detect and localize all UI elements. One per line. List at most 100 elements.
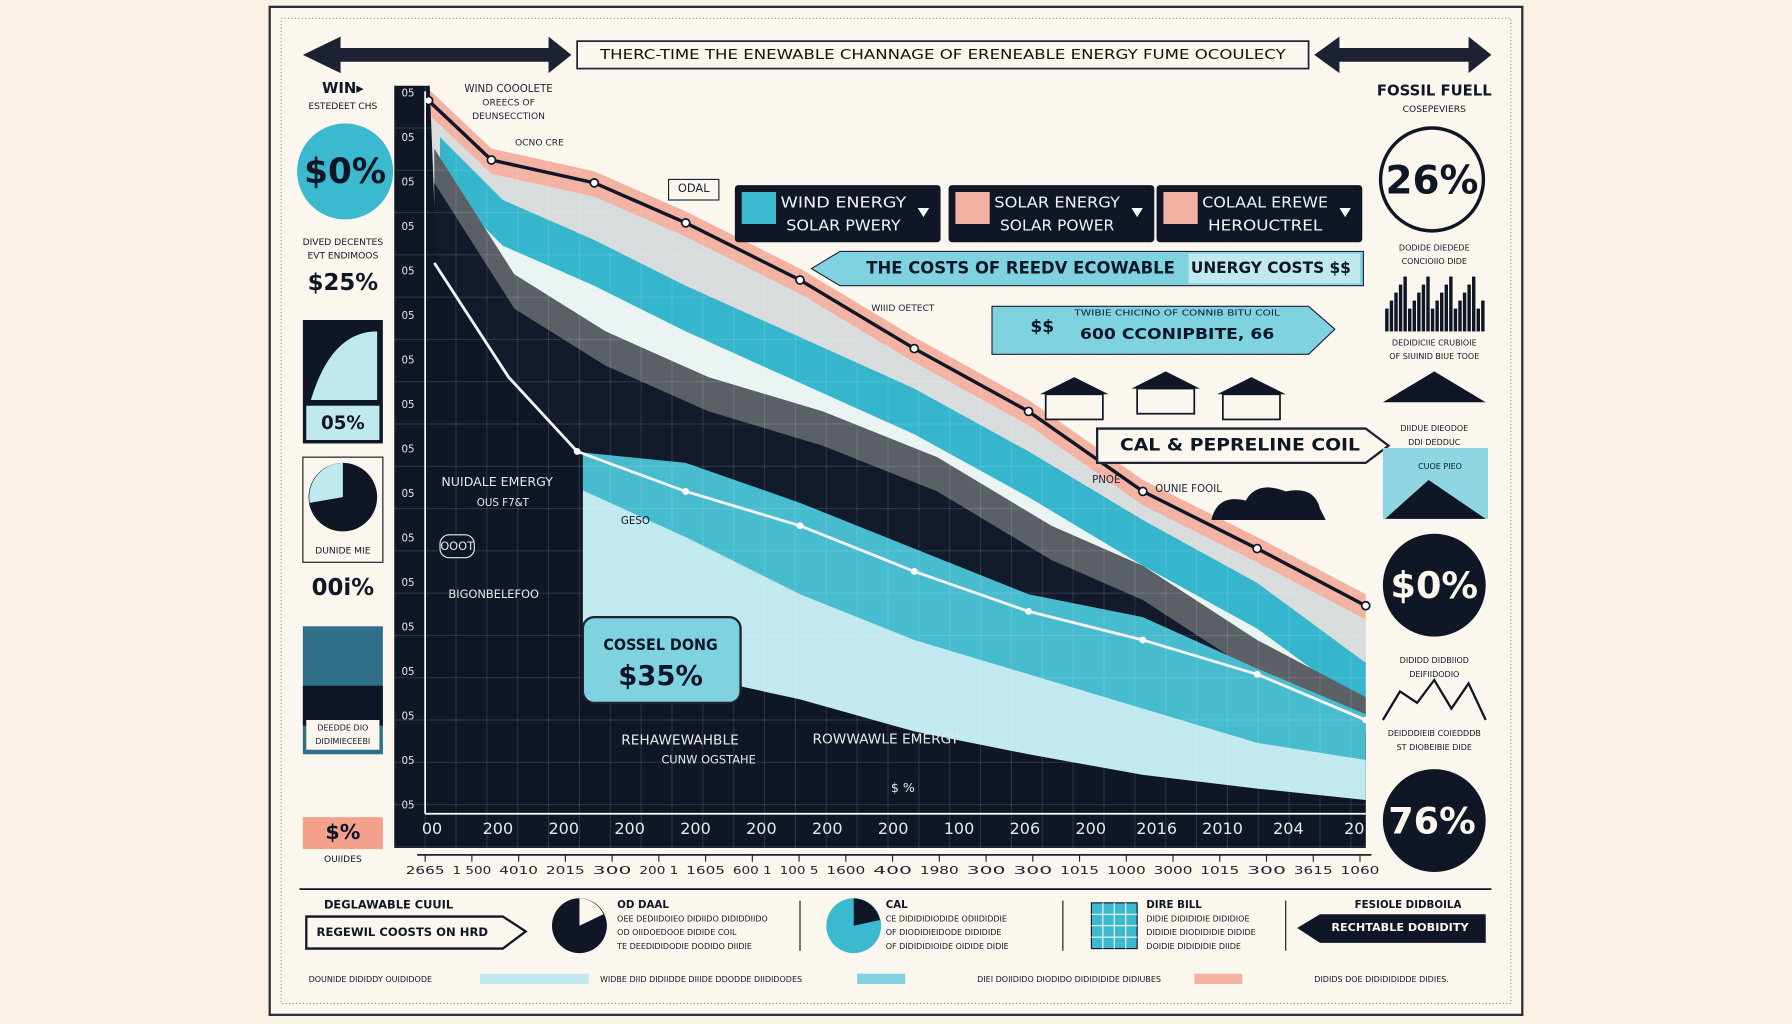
annotation: $ % (891, 780, 915, 795)
annotation: ODAL (678, 181, 710, 195)
footer-arrow (1297, 914, 1486, 943)
annotation: OUNIE FOOIL (1155, 483, 1222, 495)
x-tick-label: 3615 (1294, 865, 1333, 877)
annotation: BIGONBELEFOO (448, 587, 539, 601)
label: REGEWIL COOSTS ON HRD (317, 925, 488, 939)
annotation: PNOE (1092, 474, 1120, 486)
label: THERC-TIME THE ENEWABLE CHANNAGE OF EREN… (599, 47, 1287, 63)
x-tick-label: 100 5 (780, 865, 819, 877)
house-roof (1131, 371, 1200, 389)
label: CE DIDIDIDIODIDE ODIIDIDDIE (886, 914, 1007, 923)
label: DDI DEDDUC (1408, 438, 1461, 447)
footer-arrow (305, 915, 528, 950)
inner-border (280, 17, 1512, 1004)
x-tick-label: 4010 (499, 865, 538, 877)
label: WIDBE DIID DIDIIDDE DIIIDE DDODDE DIIDID… (600, 975, 802, 984)
house-roof (1040, 377, 1109, 395)
callout-text: $35% (618, 661, 703, 692)
x-tick-label: 400 (873, 865, 912, 877)
mini-bar (1430, 308, 1435, 332)
legend-label: HEROUCTREL (1208, 216, 1323, 234)
footer-pie-slice (853, 898, 880, 926)
image-art (310, 331, 378, 400)
trend-dot (1138, 486, 1148, 497)
mini-hill (1382, 371, 1486, 403)
x-tick-label: 2016 (1136, 819, 1177, 838)
panel-heading: WIN▸ (322, 79, 364, 97)
label: DIEI DOIIDIDO DIODIDO DIDIDIDIDE DIDIUBE… (977, 975, 1161, 984)
y-tick-label: 05 (401, 355, 414, 367)
label: RECHTABLE DOBIDITY (1331, 922, 1469, 934)
legend-swatch (1194, 973, 1243, 984)
annotation: OCNO CRE (515, 138, 564, 148)
callout (1096, 427, 1391, 464)
band-bottom (577, 640, 1366, 848)
mini-bar (1412, 300, 1416, 332)
mini-bar (1467, 284, 1471, 332)
trend-dot (1362, 716, 1370, 724)
dropdown-arrow (1339, 208, 1351, 218)
mini-bar (1449, 276, 1453, 332)
mini-bar (1444, 284, 1448, 332)
label: OF DIDIDIDIOIDE OIDIDE DIDIE (886, 942, 1009, 951)
house (1044, 393, 1104, 421)
annotation: DEUNSECCTION (472, 112, 545, 122)
x-tick-label: 1600 (826, 865, 865, 877)
tag (439, 534, 475, 559)
mini-bar (1426, 276, 1430, 332)
mini-bar (1453, 308, 1458, 332)
trend-dot (909, 343, 920, 354)
callout-text: 600 CCONIPBITE, 66 (1080, 325, 1274, 343)
x-tick-label: 206 (1010, 819, 1041, 838)
annotation: OOOT (440, 539, 474, 553)
legend-box (948, 185, 1155, 243)
label: OEE DEDIIDOIEO DIDIIDO DIDIDDIIDO (617, 914, 768, 923)
label: CUOE PIEO (1418, 462, 1462, 471)
x-tick-label: 200 (746, 819, 777, 838)
annotation: CUNW OGSTAHE (661, 753, 755, 767)
trend-dot (1023, 406, 1034, 417)
callout-text: THE COSTS OF REEDV ECOWABLE (866, 259, 1175, 279)
x-tick-label: 200 (548, 819, 579, 838)
mini-bar (1476, 308, 1480, 332)
y-tick-label: 05 (401, 622, 414, 634)
mini-line (1381, 677, 1487, 721)
label: OF DIODIDIEIDODE DIDIDIDE (886, 928, 1002, 937)
callout-part (1188, 253, 1360, 284)
arrow-right (1314, 36, 1492, 74)
annotation: NUIDALE EMERGY (441, 474, 553, 489)
legend-swatch (1163, 192, 1198, 224)
legend-box (734, 185, 941, 243)
pie-slice (309, 462, 343, 503)
label: OUIIDES (324, 855, 362, 865)
callout (991, 305, 1336, 355)
trend-dot (486, 155, 497, 165)
legend-swatch (741, 192, 776, 224)
cloud (1211, 487, 1326, 520)
label: DOIDIE DIDIDIDIE DIIDE (1146, 942, 1241, 951)
stat-value: 00i% (312, 575, 375, 601)
tag (668, 178, 720, 201)
label: DEGLAWABLE CUUIL (324, 898, 453, 912)
label: DIDIMIECEEBI (315, 737, 370, 746)
panel-heading: FOSSIL FUELL (1377, 81, 1492, 99)
stat-value: 26% (1386, 158, 1479, 203)
stat-value: $0% (304, 152, 386, 192)
mini-bar (1462, 292, 1467, 332)
callout-text: TWIBIE CHICINO OF CONNIB BITU COIL (1073, 309, 1281, 318)
y-tick-label: 05 (401, 711, 414, 723)
stat-value: $0% (1391, 564, 1479, 607)
mini-bar (1458, 300, 1462, 332)
legend-label: SOLAR ENERGY (994, 193, 1121, 211)
stat-circle (1378, 126, 1486, 233)
trend-dot (682, 488, 690, 495)
y-tick-label: 05 (401, 533, 414, 545)
x-tick-label: 1060 (1341, 865, 1380, 877)
mini-bar (1389, 300, 1394, 332)
x-tick-label: 1980 (920, 865, 959, 877)
value-box (302, 817, 383, 850)
x-tick-label: 200 (1076, 819, 1107, 838)
label: DIIDUE DIEODOE (1400, 424, 1468, 433)
arrow-left (302, 36, 572, 74)
